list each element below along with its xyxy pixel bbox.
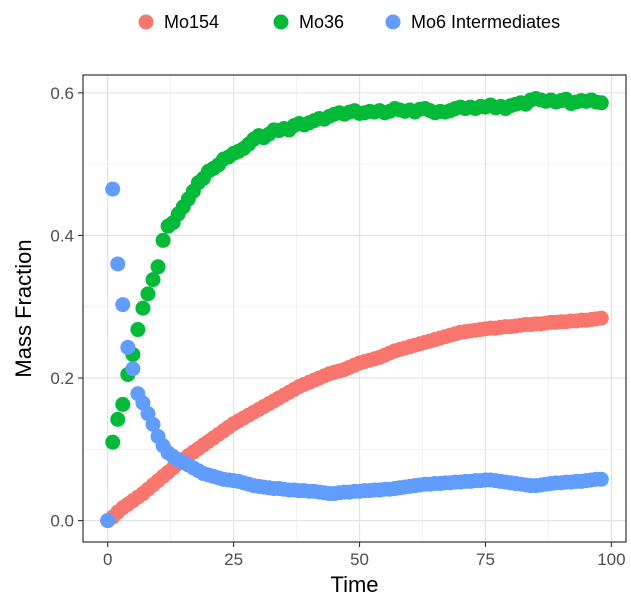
data-points	[100, 91, 609, 529]
data-point	[120, 339, 136, 355]
legend-label-mo36: Mo36	[299, 12, 344, 32]
data-point	[155, 232, 171, 248]
data-point	[115, 396, 131, 412]
x-tick-label: 75	[476, 550, 495, 569]
x-tick-label: 100	[597, 550, 625, 569]
data-point	[593, 471, 609, 487]
data-point	[110, 411, 126, 427]
series-mo154	[100, 310, 609, 529]
legend-key-mo154	[138, 14, 154, 30]
data-point	[593, 310, 609, 326]
legend-key-mo36	[273, 14, 289, 30]
y-tick-label: 0.6	[50, 84, 74, 103]
data-point	[140, 286, 156, 302]
y-tick-label: 0.2	[50, 369, 74, 388]
data-point	[145, 416, 161, 432]
data-point	[110, 256, 126, 272]
data-point	[105, 434, 121, 450]
x-axis-title: Time	[330, 572, 378, 597]
legend-key-mo6-intermediates	[385, 14, 401, 30]
x-tick-label: 50	[350, 550, 369, 569]
x-tick-label: 0	[103, 550, 112, 569]
y-tick-label: 0.4	[50, 226, 74, 245]
panel-border	[82, 74, 627, 543]
y-tick-label: 0.0	[50, 512, 74, 531]
legend-label-mo6-intermediates: Mo6 Intermediates	[411, 12, 560, 32]
data-point	[130, 322, 146, 338]
series-mo36	[105, 91, 609, 450]
axes: 0 25 50 75 100 0.0 0.2 0.4 0.6	[50, 84, 625, 569]
data-point	[593, 95, 609, 111]
series-mo6-intermediates	[100, 181, 609, 529]
data-point	[105, 181, 121, 197]
legend-label-mo154: Mo154	[164, 12, 219, 32]
data-point	[100, 513, 116, 529]
data-point	[125, 361, 141, 377]
legend: Mo154 Mo36 Mo6 Intermediates	[138, 12, 560, 32]
data-point	[150, 259, 166, 275]
y-axis-title: Mass Fraction	[11, 239, 36, 377]
data-point	[135, 300, 151, 316]
x-tick-label: 25	[224, 550, 243, 569]
data-point	[115, 297, 131, 313]
data-point	[145, 272, 161, 288]
